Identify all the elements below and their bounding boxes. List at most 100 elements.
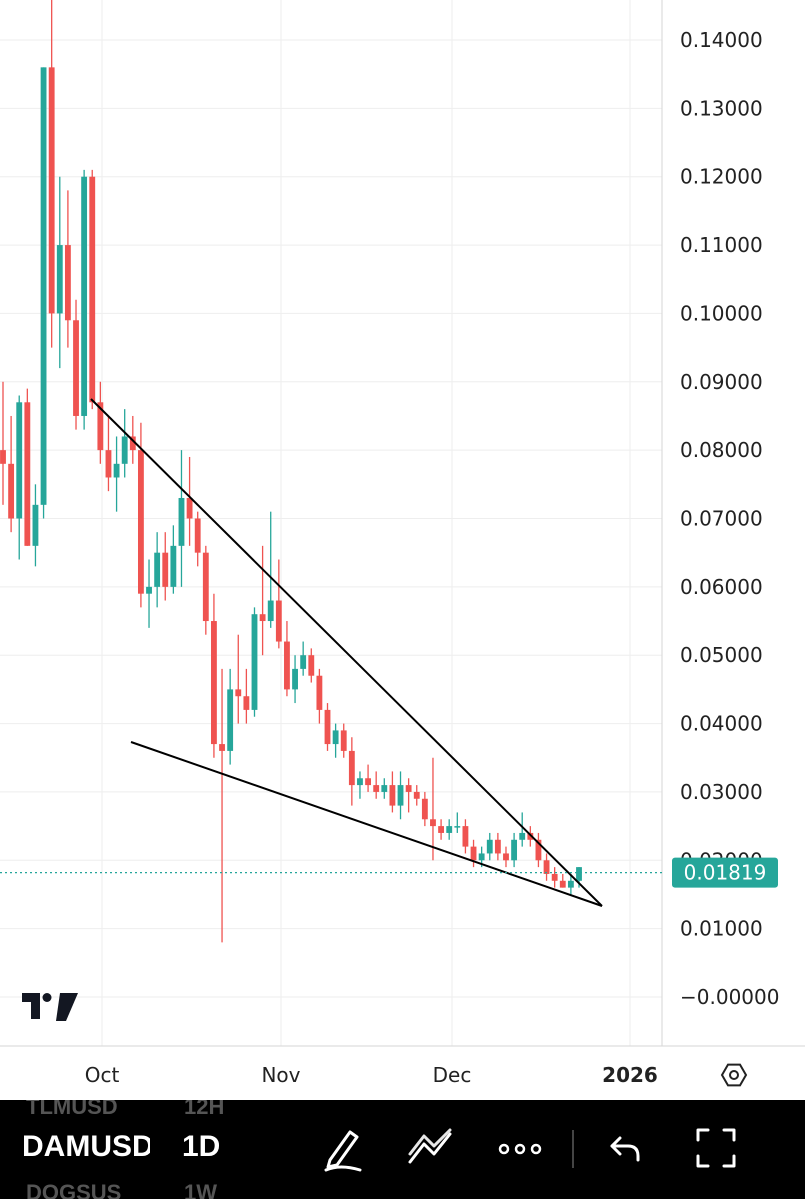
price-axis[interactable]: 0.14000 0.13000 0.12000 0.11000 0.10000 0.090… xyxy=(680,28,779,1009)
candle-body xyxy=(576,867,582,881)
candle-body xyxy=(503,853,509,861)
candle xyxy=(211,593,217,758)
candle-body xyxy=(551,873,558,881)
x-tick-label: Dec xyxy=(433,1063,472,1087)
candle-body xyxy=(430,819,436,827)
y-tick-label: 0.09000 xyxy=(680,370,763,394)
candle-body xyxy=(365,778,371,786)
candle-body xyxy=(154,552,161,587)
candle xyxy=(89,169,96,410)
candle xyxy=(146,559,152,628)
candle-body xyxy=(332,730,339,745)
candle xyxy=(292,655,298,704)
interval-selector[interactable]: 1D xyxy=(182,1130,221,1163)
candle xyxy=(284,621,290,697)
bottom-toolbar: TLMUSD 12H DAMUSD 1D DOGSUS 1W xyxy=(0,1100,805,1199)
fullscreen-icon[interactable] xyxy=(694,1126,738,1172)
drawings-icon[interactable] xyxy=(406,1126,456,1172)
candle-body xyxy=(259,614,266,622)
candle-body xyxy=(519,832,526,840)
candle-body xyxy=(178,497,185,546)
candle xyxy=(397,771,404,820)
candle xyxy=(275,559,282,649)
candle-body xyxy=(227,689,234,751)
upper-trendline[interactable] xyxy=(90,398,603,907)
y-tick-label: −0.00000 xyxy=(680,985,779,1009)
candle xyxy=(308,648,315,683)
candle-body xyxy=(113,463,120,478)
y-tick-label: 0.08000 xyxy=(680,438,763,462)
candle xyxy=(64,190,71,348)
candle-body xyxy=(535,839,542,861)
candle-body xyxy=(527,832,534,840)
y-tick-label: 0.04000 xyxy=(680,712,763,736)
candle xyxy=(381,778,388,799)
candle xyxy=(494,832,501,861)
ghost-symbol-above: TLMUSD xyxy=(26,1100,118,1119)
symbol-selector[interactable]: DAMUSD xyxy=(22,1130,150,1163)
x-tick-label: Oct xyxy=(85,1063,120,1087)
toolbar-separator xyxy=(572,1130,574,1168)
candle-body xyxy=(97,402,104,451)
candle xyxy=(348,737,355,806)
candles xyxy=(0,0,582,943)
settings-hexagon-icon[interactable] xyxy=(720,1063,748,1087)
more-icon[interactable] xyxy=(496,1126,544,1172)
candle-body xyxy=(81,176,88,416)
candle-body xyxy=(64,245,71,321)
candle-body xyxy=(543,860,550,874)
candle-body xyxy=(324,709,331,745)
candle xyxy=(438,819,445,840)
last-price-label: 0.01819 xyxy=(672,857,778,888)
tradingview-logo-icon xyxy=(22,993,78,1021)
candle-body xyxy=(73,320,79,416)
candle xyxy=(227,668,234,765)
candle xyxy=(300,641,307,676)
undo-icon[interactable] xyxy=(606,1126,646,1172)
y-tick-label: 0.01000 xyxy=(680,917,763,941)
candle xyxy=(316,668,323,724)
candle xyxy=(162,532,169,601)
candle xyxy=(137,422,144,608)
candle xyxy=(97,381,104,464)
candle-body xyxy=(56,245,63,314)
candle xyxy=(178,450,185,587)
candle xyxy=(235,634,242,724)
candle xyxy=(340,723,347,758)
candle-body xyxy=(89,176,96,403)
candle xyxy=(170,525,177,594)
time-axis[interactable]: Oct Nov Dec 2026 xyxy=(85,1063,658,1087)
ghost-symbol-below: DOGSUS xyxy=(26,1180,122,1199)
candle-body xyxy=(389,785,396,806)
candle-body xyxy=(559,880,566,888)
candle xyxy=(567,873,574,895)
candle xyxy=(16,395,23,560)
candle-body xyxy=(32,504,39,546)
candle xyxy=(535,832,542,868)
candle xyxy=(194,511,201,567)
candle xyxy=(8,415,15,533)
pencil-icon[interactable] xyxy=(320,1126,366,1172)
candle xyxy=(365,764,371,792)
candle-body xyxy=(243,696,250,710)
candle xyxy=(202,545,209,635)
candle xyxy=(421,791,428,827)
candle-body xyxy=(8,463,15,519)
ghost-interval-below: 1W xyxy=(184,1180,217,1199)
candle-body xyxy=(357,778,363,786)
candle xyxy=(0,381,6,505)
lower-trendline[interactable] xyxy=(130,741,603,907)
candle-body xyxy=(462,826,469,847)
candle-body xyxy=(186,497,193,519)
candle xyxy=(559,873,566,888)
price-chart[interactable]: 0.14000 0.13000 0.12000 0.11000 0.10000 0.090… xyxy=(0,0,805,1100)
candle xyxy=(32,484,39,567)
candle-body xyxy=(16,402,23,519)
candle xyxy=(81,169,88,430)
candle-body xyxy=(105,450,112,478)
candle xyxy=(357,771,363,799)
last-price-value: 0.01819 xyxy=(684,861,767,885)
grid xyxy=(0,0,662,1046)
candle xyxy=(486,832,493,861)
candle-body xyxy=(275,600,282,642)
